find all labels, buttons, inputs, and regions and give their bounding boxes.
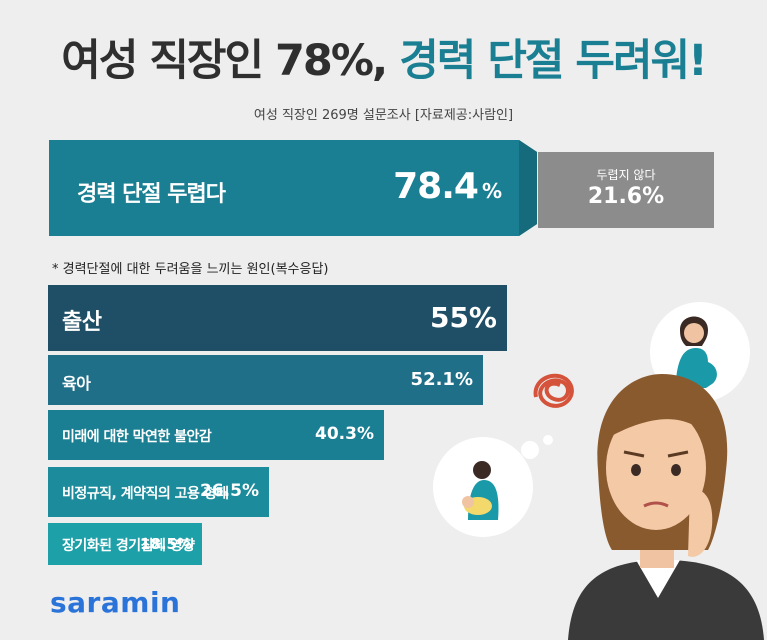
- reason-label-1: 출산: [62, 309, 102, 335]
- mother-baby-icon: [462, 461, 499, 520]
- fear-bar: 경력 단절 두렵다 78.4%: [49, 140, 537, 236]
- saramin-logo: saramin: [50, 586, 181, 619]
- pregnant-woman-icon: [676, 316, 717, 388]
- no-fear-value: 21.6%: [587, 184, 665, 209]
- reason-value-2: 52.1%: [410, 368, 473, 390]
- no-fear-label: 두렵지 않다: [596, 168, 656, 182]
- fear-value: 78.4%: [393, 166, 502, 207]
- reasons-note: * 경력단절에 대한 두려움을 느끼는 원인(복수응답): [52, 262, 329, 277]
- fear-label: 경력 단절 두렵다: [77, 182, 226, 207]
- worry-scribble-icon: [533, 373, 574, 408]
- reason-value-1: 55%: [429, 300, 497, 334]
- reason-bar-1: [48, 285, 507, 351]
- fear-value-unit: %: [481, 179, 502, 203]
- title-part-2: 경력 단절 두려워!: [399, 36, 707, 86]
- page-title: 여성 직장인 78%, 경력 단절 두려워!: [0, 26, 767, 88]
- reason-value-4: 26.5%: [200, 481, 259, 502]
- fear-value-number: 78.4: [393, 166, 479, 207]
- reason-value-5: 18.5%: [139, 534, 192, 553]
- worried-woman-icon: [568, 374, 764, 640]
- no-fear-bar: 두렵지 않다 21.6%: [538, 152, 714, 228]
- reason-bar-4: [48, 467, 269, 517]
- fear-bar-shape: [49, 140, 537, 236]
- reason-label-2: 육아: [62, 373, 91, 393]
- reason-label-4: 비정규직, 계약직의 고용 형태: [62, 485, 229, 502]
- reason-bar-3: [48, 410, 384, 460]
- title-part-1: 여성 직장인 78%,: [61, 36, 388, 86]
- reason-bar-5: [48, 523, 202, 565]
- reason-bar-2: [48, 355, 483, 405]
- reason-value-3: 40.3%: [315, 424, 374, 445]
- reason-label-5: 장기화된 경기침체 영향: [62, 537, 195, 554]
- reason-label-3: 미래에 대한 막연한 불안감: [62, 428, 212, 445]
- survey-subtitle: 여성 직장인 269명 설문조사 [자료제공:사람인]: [253, 108, 514, 123]
